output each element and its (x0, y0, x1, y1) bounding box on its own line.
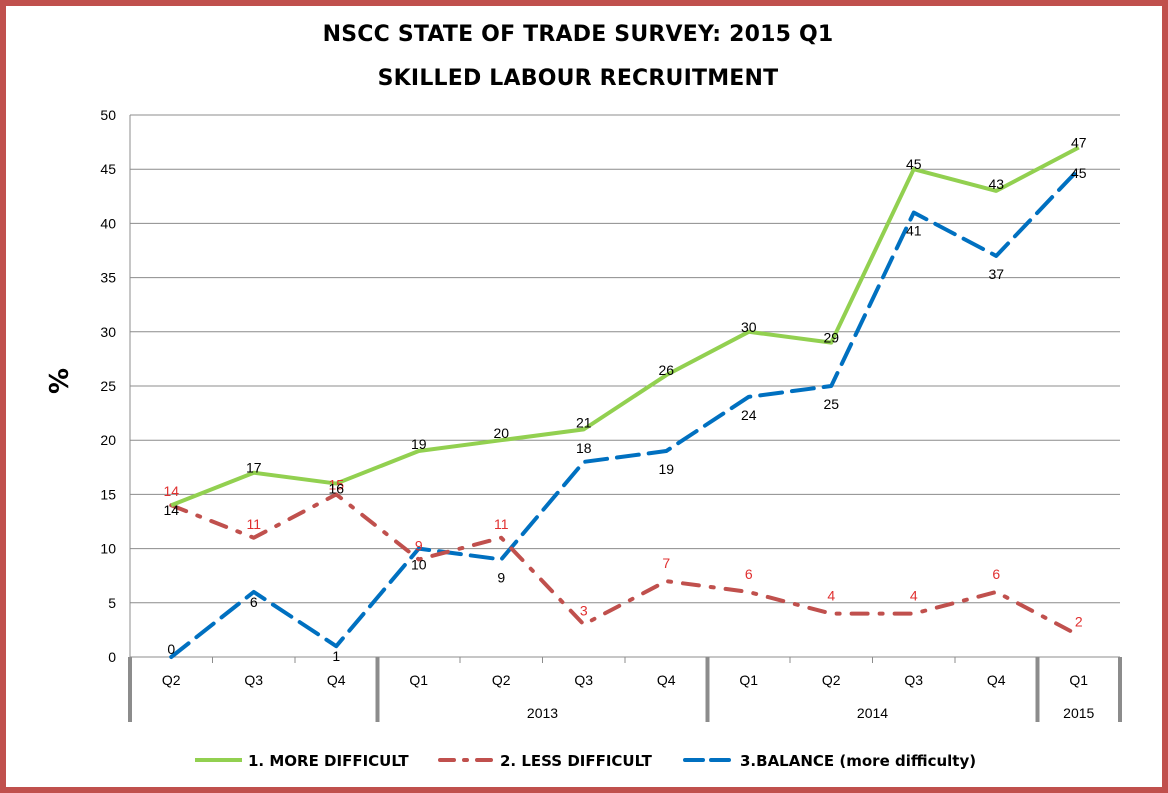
y-tick-label: 20 (100, 432, 116, 448)
data-label: 11 (494, 516, 509, 532)
data-label: 14 (163, 483, 179, 499)
series-line-2 (169, 492, 1081, 638)
year-label: 2015 (1063, 705, 1094, 721)
y-tick-label: 40 (100, 215, 116, 231)
data-label: 25 (823, 396, 839, 412)
year-label: 2013 (527, 705, 558, 721)
series-line-1 (170, 145, 1080, 508)
x-tick-label: Q2 (822, 672, 841, 688)
x-tick-label: Q3 (904, 672, 923, 688)
y-tick-label: 15 (100, 486, 116, 502)
legend-label-1: 1. MORE DIFFICULT (248, 752, 409, 770)
x-tick-label: Q1 (1069, 672, 1088, 688)
data-label: 21 (576, 414, 592, 430)
x-tick-label: Q4 (657, 672, 676, 688)
data-label: 9 (497, 569, 505, 585)
x-tick-label: Q1 (739, 672, 758, 688)
data-label: 18 (576, 440, 592, 456)
data-label: 41 (906, 223, 922, 239)
series-line-3 (169, 167, 1081, 659)
x-tick-label: Q3 (574, 672, 593, 688)
axes (128, 115, 1122, 722)
data-label: 16 (328, 481, 344, 497)
data-label: 19 (411, 436, 427, 452)
data-label: 6 (745, 566, 753, 582)
data-label: 0 (167, 641, 175, 657)
x-tick-label: Q2 (162, 672, 181, 688)
data-label: 43 (988, 176, 1004, 192)
y-tick-label: 50 (100, 107, 116, 123)
x-tick-label: Q1 (409, 672, 428, 688)
data-label: 15 (328, 476, 344, 492)
data-label: 4 (827, 588, 835, 604)
x-tick-label: Q4 (327, 672, 346, 688)
data-label: 24 (741, 407, 757, 423)
y-tick-label: 0 (108, 649, 116, 665)
data-label: 45 (1071, 165, 1087, 181)
x-axis-categories: 2013 2014 2015 Q2 Q3 Q4 Q1 Q2 Q3 Q4 Q1 Q2 Q3 Q4 Q1 (162, 672, 1095, 721)
legend-label-2: 2. LESS DIFFICULT (500, 752, 653, 770)
data-label: 29 (823, 330, 839, 346)
data-label: 20 (493, 425, 509, 441)
data-label: 11 (246, 516, 261, 532)
data-label: 19 (658, 461, 674, 477)
series-lines (169, 145, 1081, 659)
y-tick-label: 35 (100, 270, 116, 286)
y-tick-label: 30 (100, 324, 116, 340)
y-tick-label: 45 (100, 161, 116, 177)
data-label: 3 (580, 602, 588, 618)
data-label: 1 (332, 648, 340, 664)
gridlines (130, 114, 1120, 658)
data-label: 9 (415, 537, 423, 553)
data-label: 47 (1071, 135, 1087, 151)
x-tick-label: Q2 (492, 672, 511, 688)
data-label: 2 (1075, 613, 1083, 629)
data-label: 6 (992, 566, 1000, 582)
y-tick-labels: 0 5 10 15 20 25 30 35 40 45 50 (100, 107, 116, 665)
y-tick-label: 5 (108, 595, 116, 611)
x-tick-label: Q4 (987, 672, 1006, 688)
y-tick-label: 25 (100, 378, 116, 394)
y-tick-label: 10 (100, 541, 116, 557)
chart-title: NSCC STATE OF TRADE SURVEY: 2015 Q1 (322, 22, 834, 47)
legend-label-3: 3.BALANCE (more difficulty) (740, 752, 976, 770)
data-label: 30 (741, 319, 757, 335)
data-label: 4 (910, 588, 918, 604)
data-label: 26 (658, 362, 674, 378)
data-label: 7 (662, 555, 670, 571)
x-tick-label: Q3 (244, 672, 263, 688)
data-label: 10 (411, 557, 427, 573)
chart-subtitle: SKILLED LABOUR RECRUITMENT (377, 66, 779, 91)
data-label: 6 (250, 594, 258, 610)
data-label: 37 (988, 266, 1004, 282)
data-label: 17 (246, 460, 262, 476)
legend: 1. MORE DIFFICULT 2. LESS DIFFICULT 3.BALA… (195, 752, 976, 770)
year-label: 2014 (857, 705, 888, 721)
data-label: 45 (906, 156, 922, 172)
y-axis-label: % (45, 368, 75, 394)
data-label: 14 (163, 502, 179, 518)
